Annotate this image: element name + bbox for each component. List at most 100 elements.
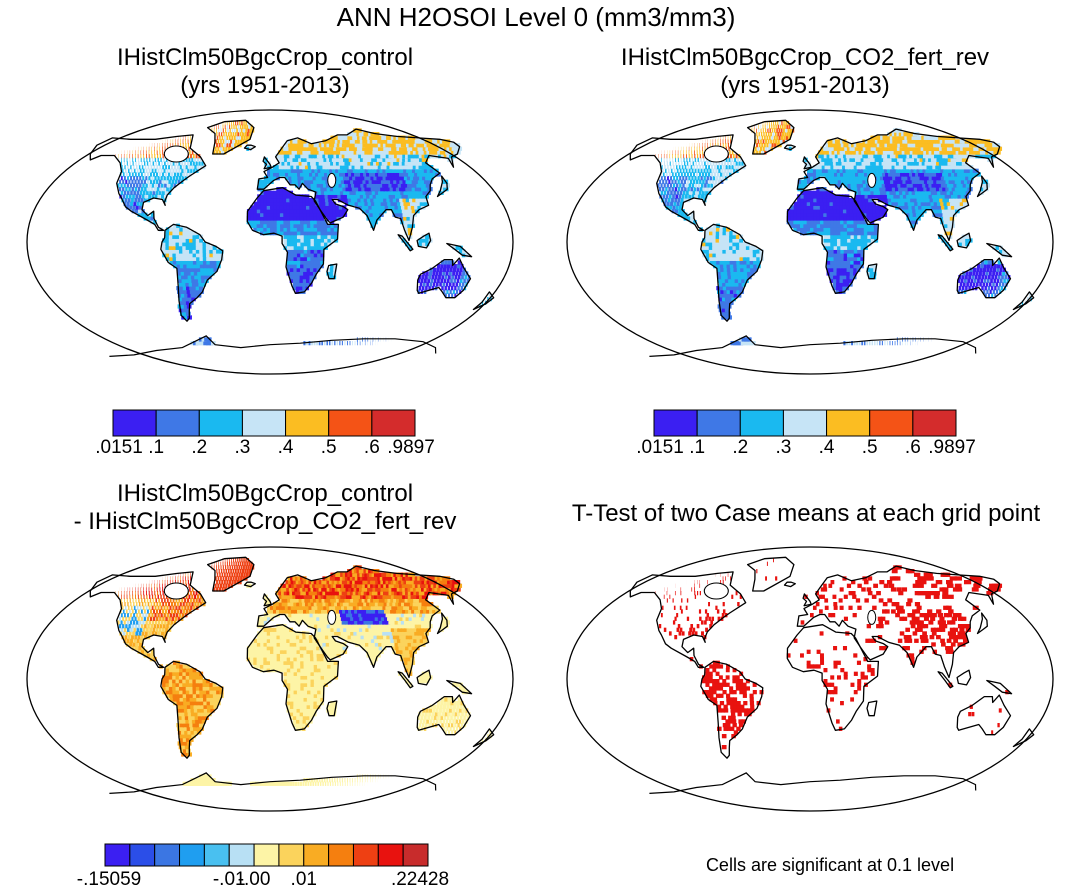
grid-cell [143, 150, 144, 154]
grid-cell [1004, 275, 1007, 279]
grid-cell [216, 132, 217, 136]
grid-cell [716, 176, 719, 180]
grid-cell [156, 172, 158, 176]
grid-cell [726, 235, 730, 239]
grid-cell [184, 169, 186, 173]
grid-cell [716, 238, 720, 242]
grid-cell [137, 169, 139, 173]
grid-cell [300, 253, 304, 257]
grid-cell [296, 286, 300, 290]
grid-cell [140, 191, 143, 195]
grid-cell [133, 202, 136, 206]
grid-cell [350, 341, 351, 345]
grid-cell [457, 264, 460, 268]
grid-cell [844, 246, 848, 250]
grid-cell [830, 264, 834, 268]
grid-cell [733, 161, 735, 165]
grid-cell [686, 150, 687, 154]
grid-cell [310, 260, 314, 264]
grid-cell [797, 209, 801, 213]
grid-cell [975, 275, 978, 279]
grid-cell [149, 154, 150, 158]
grid-cell [714, 165, 716, 169]
grid-cell [180, 165, 182, 169]
grid-cell [737, 158, 739, 162]
grid-cell [169, 169, 171, 173]
grid-cell [170, 176, 172, 180]
grid-cell [980, 268, 983, 272]
grid-cell [433, 268, 436, 272]
grid-cell [683, 158, 684, 162]
grid-cell [987, 264, 990, 268]
grid-cell [868, 198, 872, 202]
grid-cell [837, 271, 841, 275]
grid-cell [154, 176, 156, 180]
grid-cell [762, 136, 764, 140]
grid-cell [260, 213, 264, 217]
grid-cell [166, 187, 169, 191]
grid-cell [147, 172, 149, 176]
panel2-title: IHistClm50BgcCrop_CO2_fert_rev (yrs 1951… [560, 44, 1050, 100]
grid-cell [123, 172, 125, 176]
grid-cell [844, 253, 848, 257]
grid-cell [135, 161, 136, 165]
grid-cell [157, 154, 158, 158]
grid-cell [973, 268, 976, 272]
grid-cell [963, 282, 966, 286]
grid-cell [988, 275, 991, 279]
grid-cell [155, 183, 158, 187]
grid-cell [196, 238, 200, 242]
grid-cell [684, 161, 685, 165]
grid-cell [850, 253, 854, 257]
grid-cell [857, 249, 861, 253]
grid-cell [850, 264, 854, 268]
grid-cell [306, 271, 310, 275]
grid-cell [190, 161, 192, 165]
grid-cell [167, 143, 168, 147]
grid-cell [138, 161, 139, 165]
grid-cell [667, 165, 668, 169]
grid-cell [681, 158, 682, 162]
grid-cell [842, 286, 846, 290]
grid-cell [172, 169, 174, 173]
grid-cell [153, 161, 155, 165]
grid-cell [680, 169, 682, 173]
grid-cell [690, 216, 693, 220]
grid-cell [772, 143, 774, 147]
grid-cell [864, 242, 868, 246]
grid-cell [236, 128, 238, 132]
grid-cell [991, 293, 993, 297]
grid-cell [245, 128, 247, 132]
grid-cell [304, 249, 308, 253]
grid-cell [218, 125, 219, 129]
grid-cell [253, 220, 257, 224]
grid-cell [960, 282, 963, 286]
grid-cell [670, 176, 672, 180]
grid-cell [837, 242, 841, 246]
grid-cell [990, 268, 993, 272]
grid-cell [130, 165, 131, 169]
grid-cell [132, 205, 135, 209]
grid-cell [692, 169, 694, 173]
grid-cell [771, 136, 773, 140]
grid-cell [146, 154, 147, 158]
grid-cell [182, 238, 186, 242]
grid-cell [138, 154, 139, 158]
grid-cell [801, 183, 805, 187]
grid-cell [736, 235, 740, 239]
grid-cell [152, 154, 153, 158]
grid-cell [151, 176, 153, 180]
grid-cell [840, 260, 844, 264]
grid-cell [844, 242, 848, 246]
grid-cell [133, 165, 134, 169]
grid-cell [720, 165, 722, 169]
grid-cell [446, 268, 449, 272]
grid-cell [121, 158, 122, 162]
grid-cell [248, 125, 250, 129]
grid-cell [161, 161, 163, 165]
grid-cell [299, 279, 303, 283]
grid-cell [968, 275, 971, 279]
grid-cell [248, 128, 250, 132]
grid-cell [297, 249, 301, 253]
grid-cell [186, 238, 190, 242]
